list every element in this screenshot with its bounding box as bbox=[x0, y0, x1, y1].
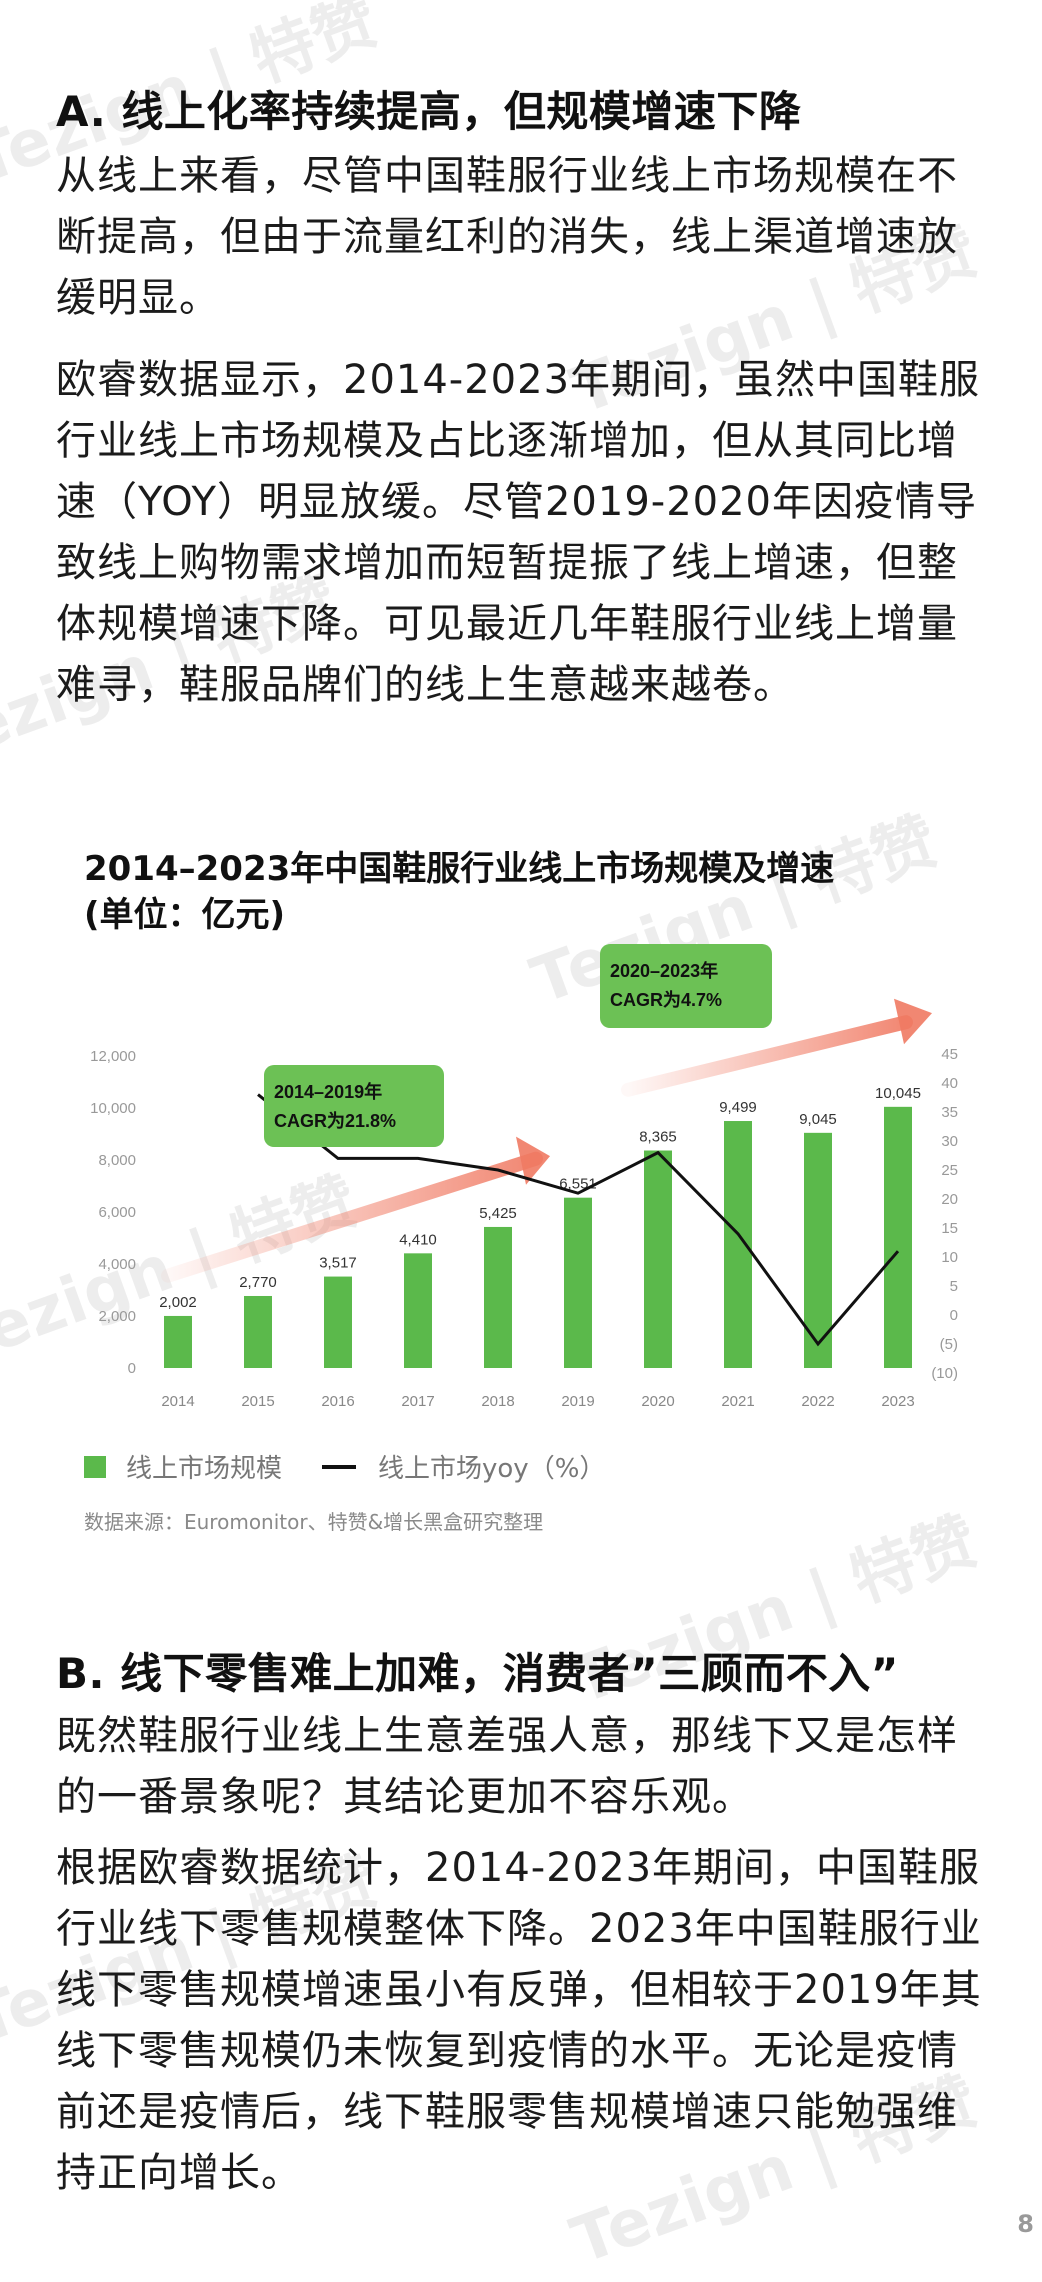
page-number: 8 bbox=[1017, 2210, 1034, 2238]
chart-bar bbox=[884, 1106, 912, 1368]
chart: 2,0022,7703,5174,4105,4256,5518,3659,499… bbox=[90, 944, 958, 1410]
cagr-annotation-box bbox=[264, 1065, 444, 1147]
x-tick-label: 2023 bbox=[881, 1393, 914, 1410]
cagr-annotation-text: CAGR为21.8% bbox=[274, 1110, 396, 1131]
growth-arrow-band bbox=[161, 1151, 543, 1283]
bar-value-label: 4,410 bbox=[399, 1231, 437, 1248]
left-axis-tick-label: 12,000 bbox=[90, 1048, 136, 1065]
right-axis-tick-label: 30 bbox=[941, 1133, 958, 1150]
chart-bar bbox=[724, 1121, 752, 1368]
left-axis-tick-label: 6,000 bbox=[98, 1204, 136, 1221]
cagr-annotation-box bbox=[600, 944, 772, 1028]
x-tick-label: 2019 bbox=[561, 1393, 594, 1410]
right-axis-tick-label: 20 bbox=[941, 1191, 958, 1208]
bar-value-label: 2,770 bbox=[239, 1274, 277, 1291]
section-a-title: A. 线上化率持续提高，但规模增速下降 bbox=[56, 87, 802, 136]
legend-swatch-bar bbox=[84, 1455, 106, 1478]
section-b-paragraph-1: 既然鞋服行业线上生意差强人意，那线下又是怎样的一番景象呢？其结论更加不容乐观。 bbox=[56, 1713, 958, 1820]
x-tick-label: 2017 bbox=[401, 1393, 434, 1410]
x-tick-label: 2016 bbox=[321, 1393, 354, 1410]
left-axis-tick-label: 0 bbox=[128, 1360, 136, 1377]
chart-bar bbox=[484, 1226, 512, 1368]
right-axis-tick-label: 25 bbox=[941, 1162, 958, 1179]
chart-bar bbox=[164, 1315, 192, 1368]
section-a-paragraph-1: 从线上来看，尽管中国鞋服行业线上市场规模在不断提高，但由于流量红利的消失，线上渠… bbox=[56, 153, 958, 321]
bar-value-label: 3,517 bbox=[319, 1255, 357, 1272]
left-axis-tick-label: 10,000 bbox=[90, 1100, 136, 1117]
x-tick-label: 2018 bbox=[481, 1393, 514, 1410]
bar-value-label: 2,002 bbox=[159, 1294, 197, 1311]
section-b-title: B. 线下零售难上加难，消费者”三顾而不入” bbox=[56, 1649, 899, 1698]
left-axis-tick-label: 2,000 bbox=[98, 1308, 136, 1325]
right-axis-tick-label: 45 bbox=[941, 1046, 958, 1063]
cagr-annotation-text: CAGR为4.7% bbox=[610, 989, 722, 1010]
bar-value-label: 5,425 bbox=[479, 1205, 517, 1222]
x-tick-label: 2020 bbox=[641, 1393, 674, 1410]
right-axis-tick-label: 35 bbox=[941, 1104, 958, 1121]
right-axis-tick-label: (5) bbox=[940, 1336, 958, 1353]
chart-bar bbox=[404, 1253, 432, 1368]
right-axis-tick-label: 15 bbox=[941, 1220, 958, 1237]
chart-bar bbox=[644, 1150, 672, 1368]
bar-value-label: 9,045 bbox=[799, 1111, 837, 1128]
x-tick-label: 2022 bbox=[801, 1393, 834, 1410]
left-axis-tick-label: 4,000 bbox=[98, 1256, 136, 1273]
chart-bar bbox=[324, 1276, 352, 1368]
right-axis-tick-label: 10 bbox=[941, 1249, 958, 1266]
legend-label-line: 线上市场yoy（%） bbox=[378, 1454, 606, 1484]
chart-legend: 线上市场规模 线上市场yoy（%） bbox=[84, 1448, 605, 1485]
chart-bar bbox=[564, 1197, 592, 1368]
cagr-annotation-text: 2014–2019年 bbox=[274, 1081, 382, 1102]
yoy-line bbox=[257, 1093, 900, 1347]
section-b-paragraph-2: 根据欧睿数据统计，2014-2023年期间，中国鞋服行业线下零售规模整体下降。2… bbox=[56, 1845, 982, 2196]
legend-swatch-line bbox=[322, 1464, 357, 1469]
x-tick-label: 2014 bbox=[161, 1393, 194, 1410]
right-axis-tick-label: 40 bbox=[941, 1075, 958, 1092]
section-a-paragraph-2: 欧睿数据显示，2014-2023年期间，虽然中国鞋服行业线上市场规模及占比逐渐增… bbox=[56, 357, 981, 708]
cagr-annotation-text: 2020–2023年 bbox=[610, 960, 718, 981]
left-axis-tick-label: 8,000 bbox=[98, 1152, 136, 1169]
bar-value-label: 9,499 bbox=[719, 1099, 757, 1116]
bar-value-label: 10,045 bbox=[875, 1085, 921, 1102]
growth-arrow-head bbox=[894, 998, 932, 1045]
bar-value-label: 8,365 bbox=[639, 1129, 677, 1146]
right-axis-tick-label: (10) bbox=[931, 1365, 958, 1382]
chart-title: 2014–2023年中国鞋服行业线上市场规模及增速 (单位：亿元) bbox=[84, 849, 835, 935]
chart-source: 数据来源：Euromonitor、特赞&增长黑盒研究整理 bbox=[84, 1510, 544, 1534]
right-axis-tick-label: 5 bbox=[950, 1278, 958, 1295]
right-axis-tick-label: 0 bbox=[950, 1307, 958, 1324]
x-tick-label: 2015 bbox=[241, 1393, 274, 1410]
growth-arrow-head bbox=[516, 1136, 550, 1185]
legend-label-bar: 线上市场规模 bbox=[126, 1454, 283, 1484]
chart-bar bbox=[244, 1295, 272, 1368]
x-tick-label: 2021 bbox=[721, 1393, 754, 1410]
growth-arrow-band bbox=[621, 1015, 913, 1097]
